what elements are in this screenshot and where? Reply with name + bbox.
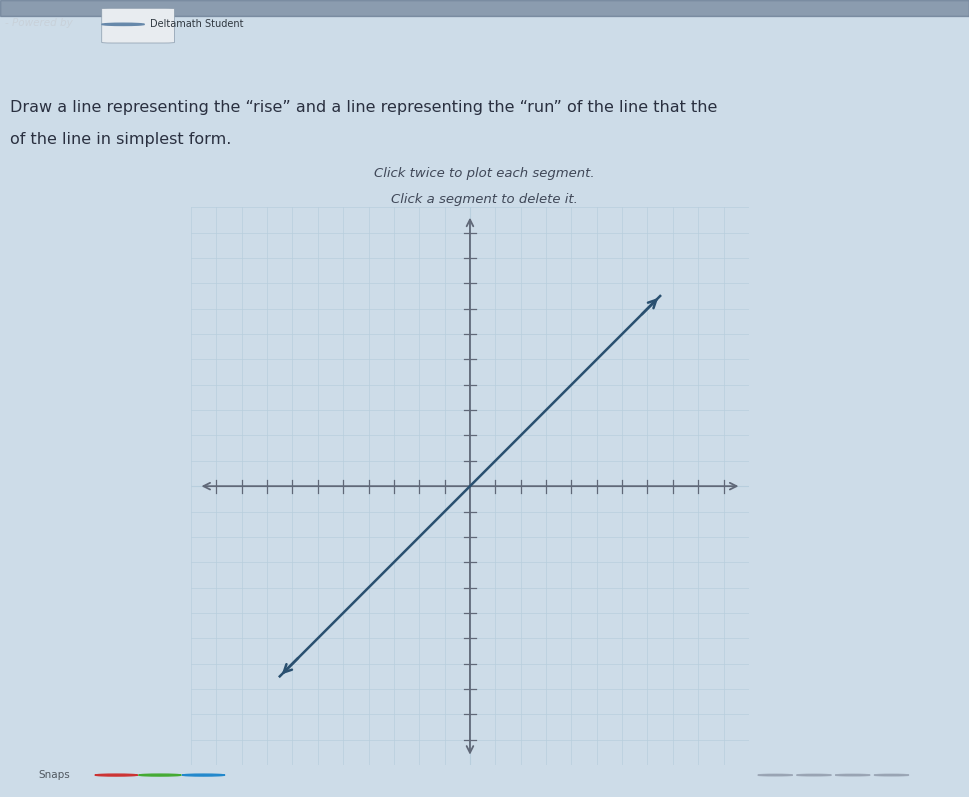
Text: Deltamath Student: Deltamath Student (150, 19, 243, 29)
Circle shape (139, 774, 181, 776)
Circle shape (95, 774, 138, 776)
Text: - Powered by: - Powered by (5, 18, 73, 29)
Circle shape (182, 774, 225, 776)
Text: Draw a line representing the “rise” and a line representing the “run” of the lin: Draw a line representing the “rise” and … (10, 100, 717, 115)
Circle shape (102, 23, 144, 26)
Bar (0, 0, 969, 16)
Text: Click twice to plot each segment.: Click twice to plot each segment. (374, 167, 595, 180)
Text: Snaps: Snaps (39, 770, 71, 780)
FancyBboxPatch shape (102, 8, 174, 43)
Text: of the line in simplest form.: of the line in simplest form. (10, 132, 231, 147)
Text: Click a segment to delete it.: Click a segment to delete it. (391, 193, 578, 206)
